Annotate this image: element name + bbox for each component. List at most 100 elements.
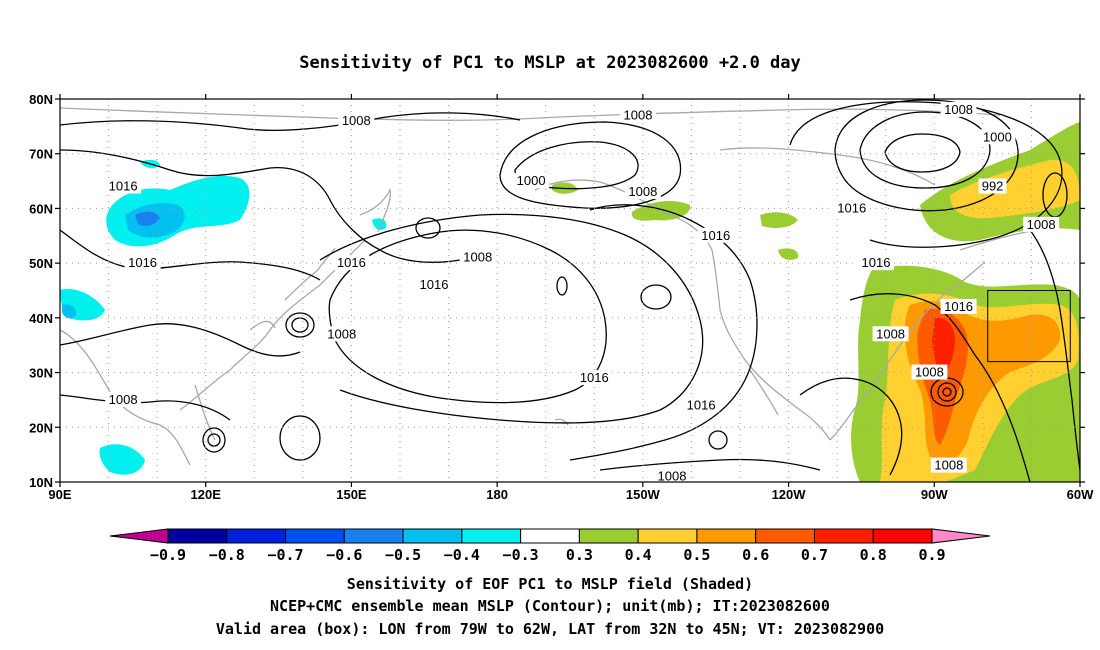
- colorbar-tick-label: −0.4: [444, 546, 480, 564]
- shade-negative-blue: [135, 211, 160, 226]
- contour-1000-low: [859, 111, 991, 189]
- contour-1016-siberia: [60, 229, 321, 281]
- contour-label: 1008: [628, 184, 657, 199]
- contour-label: 1008: [1027, 217, 1056, 232]
- coastline-philippines: [194, 384, 216, 441]
- shade-positive-deep-red: [932, 317, 955, 378]
- contour-label: 1016: [580, 370, 609, 385]
- y-tick-label: 60N: [29, 201, 53, 216]
- colorbar-tick-label: −0.6: [326, 546, 362, 564]
- contour-label-bg: [333, 255, 370, 271]
- contour-label: 1008: [624, 107, 653, 122]
- shade-positive-patch-4: [778, 248, 799, 260]
- contour-label-bg: [338, 112, 375, 128]
- shade-negative-cyan-5: [99, 444, 145, 475]
- contour-label-bg: [105, 178, 142, 194]
- map-plot-area: 1008 1016 1016 1016 1008 1008 1008 1000 1008 1016…: [60, 99, 1100, 484]
- contour-1008-caribbean: [799, 377, 903, 476]
- contour-label: 1008: [342, 113, 371, 128]
- coastline-kamchatka: [359, 188, 391, 233]
- colorbar-swatch: [226, 528, 287, 544]
- contour-cell-5: [207, 433, 221, 447]
- coastline-asia: [60, 239, 366, 466]
- contour-label-bg: [940, 101, 977, 117]
- coastline-north-america-west: [711, 249, 831, 441]
- colorbar-tick-label: −0.3: [503, 546, 539, 564]
- colorbar-swatch: [637, 528, 698, 544]
- contour-label: 1008: [327, 326, 356, 341]
- coastline-hawaii: [554, 418, 569, 426]
- contour-label-bg: [459, 249, 496, 265]
- y-tick-label: 10N: [29, 475, 53, 490]
- contour-1016-low-outer: [789, 101, 1063, 248]
- contour-1016-east-pacific: [569, 204, 758, 461]
- coastlines: [60, 107, 1051, 466]
- contour-label: 1016: [837, 200, 866, 215]
- x-tick-label: 120W: [772, 487, 807, 502]
- contour-label-bg: [624, 184, 661, 200]
- colorbar-tick-label: 0.9: [918, 546, 945, 564]
- contour-label-bg: [323, 326, 360, 342]
- x-tick-label: 60W: [1067, 487, 1094, 502]
- chart-title: Sensitivity of PC1 to MSLP at 2023082600…: [299, 53, 801, 73]
- contour-label-bg: [416, 277, 452, 293]
- contour-label-bg: [930, 457, 967, 473]
- x-axis: 90E 120E 150E 180 150W 120W 90W 60W: [48, 94, 1094, 502]
- contour-label: 1016: [862, 255, 891, 270]
- shade-negative-cyan-4: [62, 304, 77, 319]
- contour-label: 1016: [1085, 206, 1100, 221]
- contour-label-bg: [683, 397, 720, 413]
- coastline-arctic: [60, 107, 1001, 121]
- contour-label-bg: [872, 326, 909, 342]
- shade-positive-yellow-north: [950, 159, 1080, 219]
- x-tick-label: 120E: [191, 487, 222, 502]
- contour-label-bg: [105, 391, 142, 407]
- contour-label: 1016: [128, 255, 157, 270]
- colorbar-swatch: [813, 528, 874, 544]
- colorbar-swatch: [696, 528, 757, 544]
- contour-label-bg: [513, 173, 550, 189]
- contour-label-bg: [697, 227, 734, 243]
- x-tick-label: 180: [486, 487, 508, 502]
- contour-label: 1000: [517, 173, 546, 188]
- contour-label: 1016: [701, 228, 730, 243]
- colorbar-tick-label: −0.7: [267, 546, 303, 564]
- colorbar-tick-label: 0.7: [801, 546, 828, 564]
- colorbar-swatch: [167, 528, 228, 544]
- contour-label-bg: [940, 298, 977, 314]
- contour-labels: 1008 1016 1016 1016 1008 1008 1008 1000 1008 1016…: [105, 101, 1100, 484]
- contour-label: 1008: [934, 458, 963, 473]
- y-tick-label: 30N: [29, 366, 53, 381]
- shade-positive-patch-2: [760, 212, 798, 228]
- x-tick-label: 150W: [626, 487, 661, 502]
- valid-area-box: [987, 290, 1071, 363]
- contour-label: 992: [982, 179, 1004, 194]
- x-tick-label: 150E: [336, 487, 367, 502]
- coastline-north-america-east: [829, 261, 986, 441]
- y-tick-label: 50N: [29, 256, 53, 271]
- colorbar-swatch: [520, 528, 580, 544]
- contour-label-bg: [833, 200, 870, 216]
- map-frame: [59, 98, 1081, 483]
- coastline-baja: [749, 369, 779, 416]
- contour-label: 1008: [658, 469, 687, 484]
- contour-1016-pacific-high: [328, 229, 607, 404]
- contour-1016-pacific-outer: [319, 213, 704, 424]
- colorbar-arrow-high: [931, 528, 991, 544]
- contour-label: 1016: [420, 277, 449, 292]
- graticule: [60, 99, 1080, 482]
- colorbar-swatch: [461, 528, 522, 544]
- y-tick-label: 20N: [29, 420, 53, 435]
- colorbar-tick-label: 0.5: [683, 546, 710, 564]
- mslp-contours: [60, 99, 1080, 482]
- contour-cell-8: [708, 430, 728, 450]
- contour-label: 1008: [944, 102, 973, 117]
- colorbar-arrow-low: [109, 528, 169, 544]
- contour-label: 1016: [109, 179, 138, 194]
- footer-line-1: Sensitivity of EOF PC1 to MSLP field (Sh…: [347, 575, 753, 593]
- contour-1016-atlantic: [849, 293, 1031, 482]
- colorbar-swatch: [578, 528, 639, 544]
- contour-1008-north: [60, 112, 521, 132]
- contour-label: 1008: [915, 365, 944, 380]
